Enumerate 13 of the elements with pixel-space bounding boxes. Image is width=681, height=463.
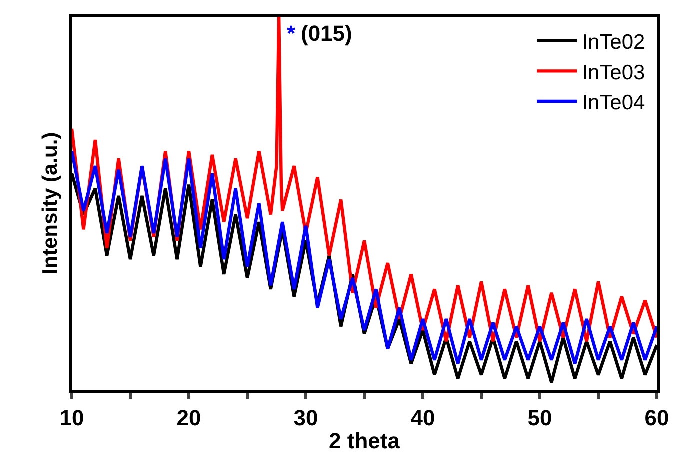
legend-label: InTe03 <box>582 61 646 84</box>
annotation: (015) <box>301 21 352 46</box>
x-tick-label: 40 <box>410 405 436 430</box>
x-axis-title: 2 theta <box>329 428 401 454</box>
x-tick-label: 20 <box>176 405 202 430</box>
legend-label: InTe02 <box>582 31 646 54</box>
legend-label: InTe04 <box>582 92 646 115</box>
annotation: * <box>287 21 296 46</box>
x-tick-label: 60 <box>644 405 670 430</box>
y-axis-title: Intensity (a.u.) <box>39 132 62 275</box>
x-tick-label: 10 <box>60 405 84 430</box>
x-tick-label: 30 <box>294 405 318 430</box>
x-tick-label: 50 <box>528 405 552 430</box>
